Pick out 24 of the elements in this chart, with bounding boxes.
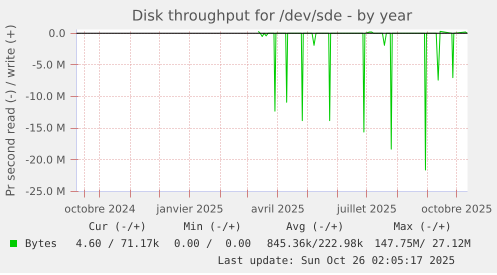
x-tick-label: juillet 2025 <box>336 202 397 216</box>
y-tick-label: -25.0 M <box>25 185 66 198</box>
x-tick-label: janvier 2025 <box>155 202 224 216</box>
text: Min (-/+) <box>182 219 242 235</box>
text: Max (-/+) <box>392 219 452 235</box>
x-tick-label: octobre 2024 <box>64 202 136 216</box>
y-tick-label: -10.0 M <box>25 90 66 104</box>
text: 845.36k/222.98k <box>266 236 364 252</box>
chart-title: Disk throughput for /dev/sde - by year <box>132 8 414 24</box>
text: Cur (-/+) <box>88 219 148 235</box>
legend-label: Bytes <box>24 236 58 252</box>
text: 4.60 / 71.17k <box>74 236 160 252</box>
text: Last update: Sun Oct 26 02:05:17 2025 <box>216 253 456 270</box>
text: Avg (-/+) <box>285 219 345 235</box>
y-tick-label: -15.0 M <box>25 122 66 135</box>
text: 0.00 / 0.00 <box>173 236 252 252</box>
y-axis-title: Pr second read (-) / write (+) <box>3 24 18 196</box>
line-series <box>258 30 468 170</box>
y-tick-label: -20.0 M <box>25 153 66 166</box>
x-tick-label: octobre 2025 <box>421 202 492 216</box>
x-tick-label: avril 2025 <box>251 202 305 216</box>
text: 147.75M/ 27.12M <box>373 236 472 252</box>
y-tick-label: -5.0 M <box>32 58 66 72</box>
y-tick-label: 0.0 <box>48 26 66 40</box>
